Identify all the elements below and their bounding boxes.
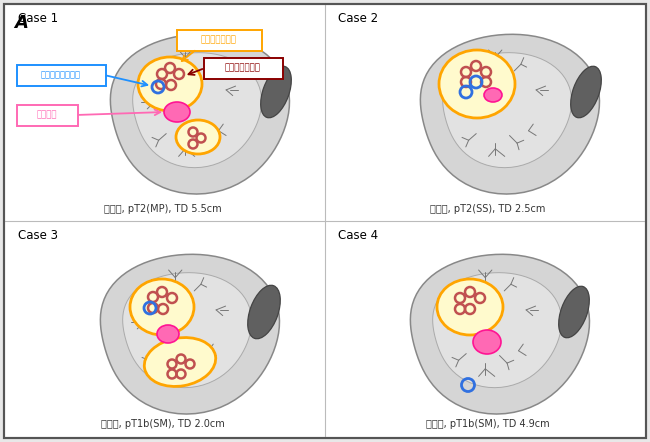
Ellipse shape [130, 279, 194, 335]
Text: Case 4: Case 4 [338, 229, 378, 242]
Text: Case 2: Case 2 [338, 12, 378, 25]
Ellipse shape [144, 338, 216, 386]
Text: 非前哨淋巴结阳性: 非前哨淋巴结阳性 [41, 71, 81, 80]
Polygon shape [410, 254, 590, 414]
Text: Case 3: Case 3 [18, 229, 58, 242]
Text: 中分化, pT1b(SM), TD 2.0cm: 中分化, pT1b(SM), TD 2.0cm [101, 419, 225, 429]
Text: 中分化, pT2(SS), TD 2.5cm: 中分化, pT2(SS), TD 2.5cm [430, 204, 546, 214]
FancyBboxPatch shape [16, 104, 77, 126]
Polygon shape [433, 273, 562, 388]
FancyBboxPatch shape [16, 65, 105, 85]
Polygon shape [100, 254, 280, 414]
Text: 前哨淋巴结区域: 前哨淋巴结区域 [201, 35, 237, 45]
FancyBboxPatch shape [203, 57, 283, 79]
Ellipse shape [261, 66, 291, 118]
FancyBboxPatch shape [4, 4, 646, 438]
Ellipse shape [484, 88, 502, 102]
Polygon shape [133, 53, 262, 168]
Text: 高分化, pT2(MP), TD 5.5cm: 高分化, pT2(MP), TD 5.5cm [104, 204, 222, 214]
Polygon shape [111, 34, 289, 194]
Ellipse shape [248, 285, 280, 339]
Ellipse shape [559, 286, 590, 338]
Text: 原发肿瘤: 原发肿瘤 [37, 110, 57, 119]
Ellipse shape [157, 325, 179, 343]
Ellipse shape [138, 57, 202, 111]
Polygon shape [421, 34, 599, 194]
Ellipse shape [571, 66, 601, 118]
Text: Case 1: Case 1 [18, 12, 58, 25]
Text: 前哨淋巴结阴性: 前哨淋巴结阴性 [225, 64, 261, 72]
Polygon shape [123, 273, 252, 388]
Ellipse shape [473, 330, 501, 354]
Ellipse shape [439, 50, 515, 118]
Polygon shape [443, 53, 571, 168]
FancyBboxPatch shape [177, 30, 261, 50]
Ellipse shape [437, 279, 503, 335]
Text: 高分化, pT1b(SM), TD 4.9cm: 高分化, pT1b(SM), TD 4.9cm [426, 419, 550, 429]
Ellipse shape [176, 120, 220, 154]
Text: A: A [14, 14, 28, 32]
Ellipse shape [164, 102, 190, 122]
